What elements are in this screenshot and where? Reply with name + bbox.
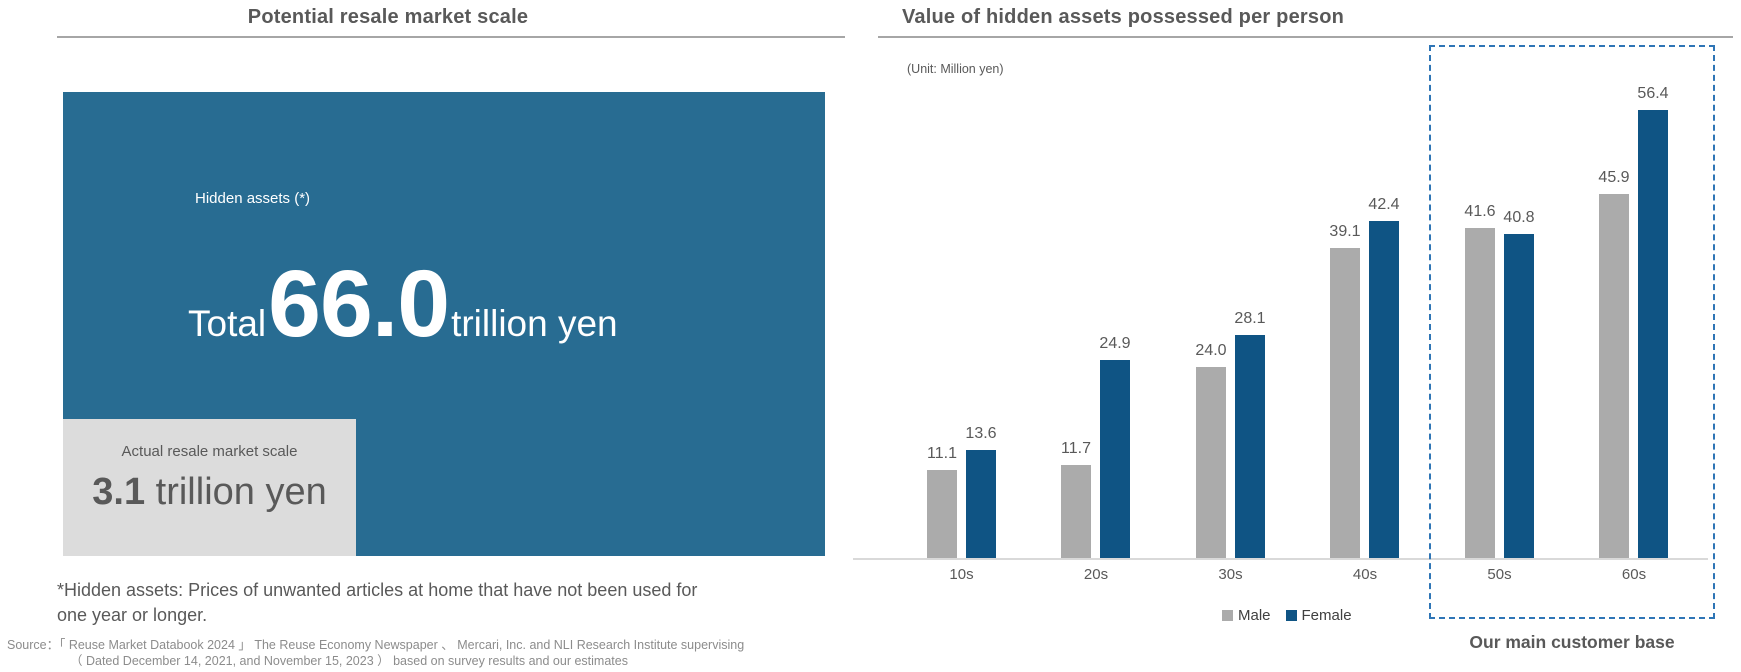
chart-legend: Male Female bbox=[1222, 607, 1352, 624]
main-customer-highlight-box bbox=[1429, 45, 1715, 619]
bar-female-30s bbox=[1235, 335, 1265, 558]
source-note: Source：「 Reuse Market Databook 2024 」 Th… bbox=[7, 637, 744, 669]
x-axis-line bbox=[853, 558, 1708, 560]
left-panel-title: Potential resale market scale bbox=[247, 6, 529, 28]
total-row: Total 66.0 trillion yen bbox=[188, 250, 618, 359]
source-label: Source： bbox=[7, 638, 60, 652]
bar-value-female-30s: 28.1 bbox=[1234, 310, 1266, 327]
hidden-assets-box: Hidden assets (*) Total 66.0 trillion ye… bbox=[63, 92, 825, 556]
actual-resale-label: Actual resale market scale bbox=[121, 443, 298, 460]
bar-value-male-40s: 39.1 bbox=[1329, 223, 1361, 240]
bar-female-20s bbox=[1100, 360, 1130, 558]
bar-value-female-20s: 24.9 bbox=[1099, 335, 1131, 352]
hidden-assets-footnote: *Hidden assets: Prices of unwanted artic… bbox=[57, 578, 777, 628]
bar-value-female-40s: 42.4 bbox=[1368, 196, 1400, 213]
total-suffix: trillion yen bbox=[451, 303, 618, 344]
total-prefix: Total bbox=[188, 303, 267, 344]
actual-suffix: trillion yen bbox=[145, 471, 327, 513]
bar-value-male-30s: 24.0 bbox=[1195, 342, 1227, 359]
source-text-1: 「 Reuse Market Databook 2024 」 The Reuse… bbox=[59, 638, 745, 652]
bar-value-male-10s: 11.1 bbox=[927, 445, 957, 462]
actual-value-row: 3.1 trillion yen bbox=[63, 471, 356, 514]
bar-male-30s bbox=[1196, 367, 1226, 558]
main-customer-annotation: Our main customer base bbox=[1469, 632, 1675, 652]
legend-label-female: Female bbox=[1301, 607, 1352, 624]
actual-value: 3.1 bbox=[92, 471, 146, 513]
unit-label: (Unit: Million yen) bbox=[907, 62, 1004, 76]
bar-female-10s bbox=[966, 450, 996, 558]
x-axis-label-30s: 30s bbox=[1218, 566, 1243, 583]
right-title-underline bbox=[878, 36, 1733, 38]
x-axis-label-40s: 40s bbox=[1352, 566, 1378, 583]
bar-female-40s bbox=[1369, 221, 1399, 558]
bar-value-female-10s: 13.6 bbox=[965, 425, 997, 442]
actual-resale-box: Actual resale market scale 3.1 trillion … bbox=[63, 419, 356, 556]
legend-swatch-male bbox=[1222, 610, 1233, 621]
left-title-underline bbox=[57, 36, 845, 38]
footnote-line-1: *Hidden assets: Prices of unwanted artic… bbox=[57, 580, 698, 600]
x-axis-label-20s: 20s bbox=[1083, 566, 1109, 583]
bar-male-20s bbox=[1061, 465, 1091, 558]
legend-item-male: Male bbox=[1222, 607, 1271, 624]
total-value: 66.0 bbox=[268, 251, 450, 357]
legend-swatch-female bbox=[1285, 610, 1297, 621]
source-line-2: （ Dated December 14, 2021, and November … bbox=[70, 654, 628, 668]
legend-item-female: Female bbox=[1285, 607, 1352, 624]
source-line-1: Source：「 Reuse Market Databook 2024 」 Th… bbox=[7, 637, 744, 653]
x-axis-label-10s: 10s bbox=[949, 566, 974, 583]
bar-male-10s bbox=[927, 470, 957, 558]
bar-male-40s bbox=[1330, 248, 1360, 558]
bar-value-male-20s: 11.7 bbox=[1061, 440, 1091, 457]
hidden-assets-label: Hidden assets (*) bbox=[195, 190, 311, 207]
legend-label-male: Male bbox=[1238, 607, 1271, 624]
footnote-line-2: one year or longer. bbox=[57, 605, 208, 625]
right-panel-title: Value of hidden assets possessed per per… bbox=[901, 6, 1345, 28]
